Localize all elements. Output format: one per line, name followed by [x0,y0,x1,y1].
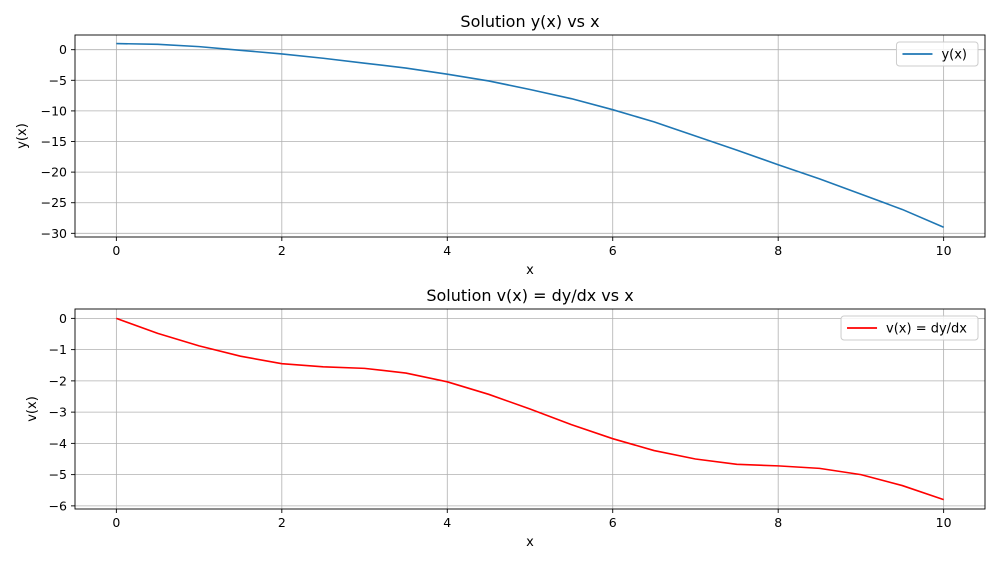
legend-box [895,41,979,67]
y-tick-label: −5 [49,73,67,88]
y-tick-label: −25 [41,195,67,210]
subplot-1: 0 2 4 6 8 10 0 −5 −10 −15 −20 −25 −30 Solution y(x) v… [15,12,986,278]
x-tick-label: 0 [112,243,120,258]
x-tick-label: 8 [774,515,782,530]
legend-label: y(x) [941,48,967,63]
subplot-2: 0 2 4 6 8 10 0 −1 −2 −3 −4 −5 −6 Solution v(x) = dy/d… [25,286,986,550]
y-tick-label: −1 [49,342,67,357]
y-tick-label: −30 [41,226,67,241]
y-tick-label: −20 [41,165,67,180]
axes-frame [74,34,986,238]
x-tick-label: 10 [936,243,952,258]
x-tick-label: 4 [443,243,451,258]
chart-title: Solution y(x) vs x [460,12,599,31]
y-tick-label: −2 [49,373,67,388]
legend-box [840,315,979,341]
x-tick-label: 6 [609,243,617,258]
legend-label: v(x) = dy/dx [886,322,967,337]
y-axis-label: v(x) [25,396,40,422]
y-tick-label: −3 [49,405,67,420]
y-tick-label: −5 [49,467,67,482]
axes-frame [74,308,986,510]
series-line-1 [116,42,944,228]
legend: y(x) [895,41,979,67]
y-tick-label: −4 [49,436,67,451]
x-tick-label: 8 [774,243,782,258]
y-axis-label: y(x) [15,123,30,149]
x-axis-label: x [526,535,534,550]
x-axis-label: x [526,263,534,278]
x-tick-label: 6 [609,515,617,530]
y-tick-label: −15 [41,134,67,149]
chart-title: Solution v(x) = dy/dx vs x [426,286,633,305]
x-tick-label: 0 [112,515,120,530]
y-tick-label: 0 [59,311,67,326]
x-tick-label: 4 [443,515,451,530]
legend: v(x) = dy/dx [840,315,979,341]
x-tick-label: 10 [936,515,952,530]
y-tick-label: −10 [41,103,67,118]
series-line-1 [116,317,944,501]
x-tick-label: 2 [278,243,286,258]
x-tick-label: 2 [278,515,286,530]
y-tick-label: −6 [49,498,67,513]
y-tick-label: 0 [59,42,67,57]
